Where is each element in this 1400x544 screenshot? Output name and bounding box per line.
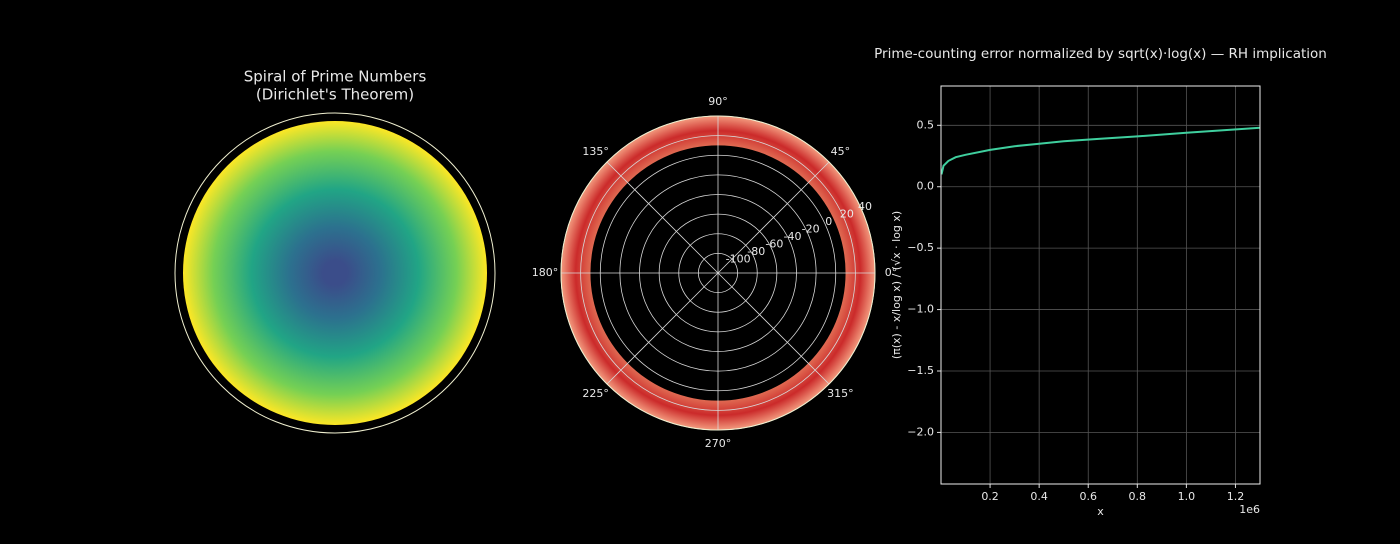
y-tick-label: 0.5	[917, 118, 935, 131]
theta-tick-label: 0°	[885, 266, 898, 279]
grid-spoke	[606, 272, 719, 385]
theta-tick-label: 225°	[582, 387, 609, 400]
chart-title: (Dirichlet's Theorem)	[256, 86, 414, 104]
x-tick-label: 0.4	[1030, 490, 1048, 503]
chart-title: Spiral of Prime Numbers	[244, 68, 427, 86]
theta-tick-label: 135°	[582, 145, 609, 158]
r-tick-label: 0	[825, 215, 832, 228]
x-offset-label: 1e6	[1239, 503, 1260, 516]
grid-spoke	[717, 272, 830, 385]
y-tick-label: −2.0	[907, 425, 934, 438]
x-tick-label: 1.0	[1178, 490, 1196, 503]
chart-title: Prime-counting error normalized by sqrt(…	[874, 46, 1327, 62]
x-tick-label: 1.2	[1227, 490, 1245, 503]
theta-tick-label: 315°	[827, 387, 854, 400]
theta-tick-label: 180°	[532, 266, 559, 279]
polar-frame	[174, 112, 496, 434]
r-tick-label: -80	[747, 245, 765, 258]
x-axis-label: x	[1097, 505, 1104, 518]
r-tick-label: 20	[840, 207, 854, 220]
y-tick-label: −1.0	[907, 303, 934, 316]
axes-frame	[940, 85, 1261, 485]
x-tick-label: 0.6	[1079, 490, 1097, 503]
theta-tick-label: 45°	[831, 145, 851, 158]
r-tick-label: -60	[765, 237, 783, 250]
theta-tick-label: 270°	[705, 437, 732, 450]
grid-spoke	[606, 161, 719, 274]
grid-spoke	[717, 161, 830, 274]
theta-tick-label: 90°	[708, 95, 728, 108]
y-axis-label: (π(x) - x/log x) / (√x · log x)	[890, 211, 903, 359]
polar-frame	[560, 115, 876, 431]
data-line	[940, 126, 1261, 175]
x-tick-label: 0.2	[981, 490, 999, 503]
y-tick-label: 0.0	[917, 180, 935, 193]
r-tick-label: -100	[726, 252, 751, 265]
r-tick-label: -20	[802, 222, 820, 235]
r-tick-label: -40	[784, 230, 802, 243]
x-tick-label: 0.8	[1129, 490, 1147, 503]
y-tick-label: −0.5	[907, 241, 934, 254]
y-tick-label: −1.5	[907, 364, 934, 377]
spiral-disk	[183, 121, 487, 425]
